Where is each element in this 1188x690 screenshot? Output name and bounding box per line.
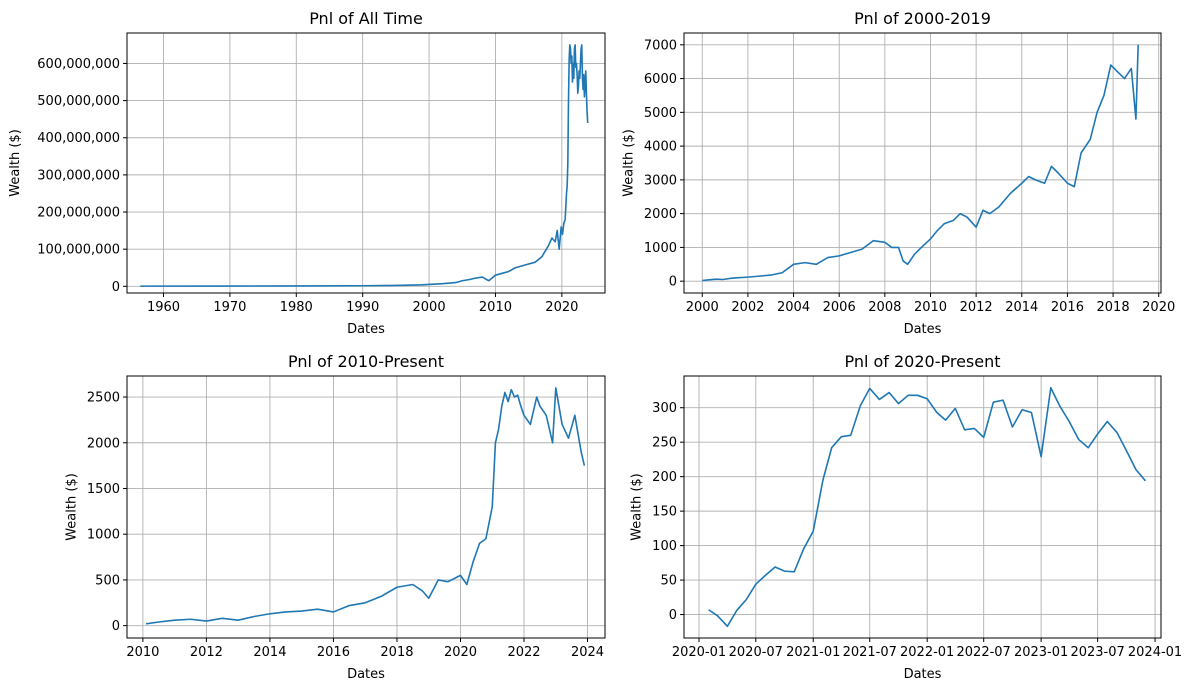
x-tick-label: 2014 [1005, 300, 1038, 315]
x-tick-label: 2016 [317, 645, 350, 660]
y-tick-label: 400,000,000 [37, 131, 120, 146]
y-tick-label: 1000 [644, 241, 677, 256]
y-tick-label: 200,000,000 [37, 206, 120, 221]
y-tick-label: 0 [112, 280, 120, 295]
x-tick-label: 2023-01 [1014, 645, 1068, 660]
x-tick-label: 2020 [1142, 300, 1175, 315]
chart-panel: 2010 2012 2014 2016 2018 2020 2022 2024 0 500 1000… [65, 352, 606, 682]
chart-panel: 1960 1970 1980 1990 2000 2010 2020 0 100,000,000… [8, 9, 606, 337]
x-tick-label: 1980 [280, 300, 313, 315]
y-tick-label: 2500 [87, 391, 120, 406]
series-line [140, 44, 589, 287]
y-tick-label: 250 [652, 436, 677, 451]
series-line [708, 386, 1146, 628]
x-tick-label: 2000 [413, 300, 446, 315]
y-tick-label: 0 [112, 619, 120, 634]
x-axis-label: Dates [904, 667, 942, 682]
x-tick-label: 2020-07 [729, 645, 783, 660]
y-axis-label: Wealth ($) [622, 129, 637, 197]
x-tick-label: 2016 [1051, 300, 1084, 315]
x-tick-label: 2000 [686, 300, 719, 315]
y-tick-label: 3000 [644, 173, 677, 188]
x-tick-label: 2022-07 [957, 645, 1011, 660]
y-tick-label: 0 [669, 608, 677, 623]
x-tick-label: 2018 [1097, 300, 1130, 315]
x-tick-label: 2024 [571, 645, 604, 660]
axes-frame [683, 32, 1162, 294]
y-tick-label: 1000 [87, 528, 120, 543]
series-line [145, 387, 586, 625]
x-tick-label: 2010 [479, 300, 512, 315]
y-tick-label: 7000 [644, 38, 677, 53]
x-tick-label: 2010 [914, 300, 947, 315]
x-tick-label: 2020 [444, 645, 477, 660]
x-tick-label: 2022 [507, 645, 540, 660]
y-tick-label: 5000 [644, 106, 677, 121]
x-tick-label: 2010 [126, 645, 159, 660]
x-tick-label: 2023-07 [1070, 645, 1124, 660]
y-tick-label: 0 [669, 275, 677, 290]
y-axis-label: Wealth ($) [630, 473, 645, 541]
y-tick-label: 500 [95, 573, 120, 588]
x-tick-label: 2021-01 [786, 645, 840, 660]
x-tick-label: 2004 [777, 300, 810, 315]
x-tick-label: 1990 [346, 300, 379, 315]
x-tick-label: 2020-01 [672, 645, 726, 660]
y-tick-label: 500,000,000 [37, 94, 120, 109]
x-tick-label: 2012 [190, 645, 223, 660]
chart-title: Pnl of All Time [309, 9, 423, 28]
axes-frame [126, 32, 606, 294]
y-tick-label: 300,000,000 [37, 168, 120, 183]
x-tick-label: 2006 [823, 300, 856, 315]
x-tick-label: 2024-01 [1128, 645, 1182, 660]
x-tick-label: 2012 [960, 300, 993, 315]
x-axis-label: Dates [904, 322, 942, 337]
series-line [702, 44, 1139, 282]
x-tick-label: 2018 [380, 645, 413, 660]
y-tick-label: 50 [660, 574, 677, 589]
y-axis-label: Wealth ($) [65, 473, 80, 541]
x-tick-label: 2021-07 [843, 645, 897, 660]
axes-frame [126, 375, 606, 639]
x-tick-label: 2014 [253, 645, 286, 660]
y-tick-label: 4000 [644, 140, 677, 155]
y-tick-label: 150 [652, 505, 677, 520]
x-tick-label: 2002 [731, 300, 764, 315]
x-tick-label: 2022-01 [900, 645, 954, 660]
x-tick-label: 2008 [868, 300, 901, 315]
x-axis-label: Dates [347, 667, 385, 682]
chart-title: Pnl of 2010-Present [288, 352, 444, 371]
y-tick-label: 600,000,000 [37, 57, 120, 72]
chart-panel: 2000 2002 2004 2006 2008 2010 2012 2014 2016 2018… [622, 9, 1176, 337]
x-axis-label: Dates [347, 322, 385, 337]
y-tick-label: 100,000,000 [37, 243, 120, 258]
y-tick-label: 100 [652, 539, 677, 554]
chart-title: Pnl of 2000-2019 [854, 9, 991, 28]
x-tick-label: 1970 [213, 300, 246, 315]
y-tick-label: 200 [652, 470, 677, 485]
chart-panel: 2020-01 2020-07 2021-01 2021-07 2022-01 2022-… [630, 352, 1183, 682]
y-tick-label: 2000 [87, 436, 120, 451]
y-tick-label: 1500 [87, 482, 120, 497]
y-tick-label: 2000 [644, 207, 677, 222]
axes-frame [683, 375, 1162, 639]
x-tick-label: 1960 [147, 300, 180, 315]
chart-title: Pnl of 2020-Present [844, 352, 1000, 371]
y-tick-label: 300 [652, 401, 677, 416]
y-tick-label: 6000 [644, 72, 677, 87]
y-axis-label: Wealth ($) [8, 129, 23, 197]
x-tick-label: 2020 [545, 300, 578, 315]
